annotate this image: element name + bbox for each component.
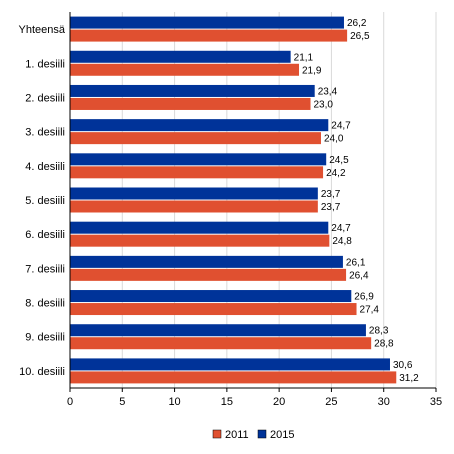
- bar-2015: [70, 221, 329, 234]
- data-label: 24,0: [324, 134, 344, 145]
- category-label: Yhteensä: [19, 24, 66, 36]
- x-tick-label: 0: [67, 396, 73, 408]
- x-tick-label: 20: [273, 396, 285, 408]
- data-label: 23,0: [314, 99, 334, 110]
- category-labels: Yhteensä 1. desiili 2. desiili 3. desiili 4.…: [19, 24, 66, 378]
- data-label: 24,7: [331, 121, 351, 132]
- data-label: 26,1: [346, 257, 366, 268]
- bar-2011: [70, 166, 324, 179]
- bar-2015: [70, 324, 366, 337]
- category-label: 2. desiili: [25, 92, 65, 104]
- bar-2015: [70, 119, 329, 132]
- data-label: 21,9: [302, 65, 322, 76]
- bar-2015: [70, 358, 390, 371]
- data-label: 24,8: [332, 236, 352, 247]
- data-label: 26,5: [350, 31, 370, 42]
- bar-2011: [70, 303, 357, 316]
- data-label: 23,4: [318, 86, 338, 97]
- category-label: 3. desiili: [25, 127, 65, 139]
- data-label: 26,2: [347, 18, 367, 29]
- x-tick-label: 30: [378, 396, 390, 408]
- data-label: 27,4: [360, 305, 380, 316]
- bar-2011: [70, 132, 321, 145]
- bar-2011: [70, 371, 397, 384]
- data-label: 31,2: [399, 373, 419, 384]
- data-label: 26,4: [349, 270, 369, 281]
- value-labels: 26,2 26,5 21,1 21,9 23,4 23,0 24,7 24,0 24,5 24,2…: [294, 18, 420, 384]
- category-label: 10. desiili: [19, 366, 65, 378]
- bar-2015: [70, 290, 352, 303]
- legend-swatch-2015: [257, 429, 267, 439]
- bar-2011: [70, 63, 300, 76]
- legend: 2011 2015: [212, 429, 294, 441]
- data-label: 24,7: [331, 223, 351, 234]
- bar-2015: [70, 255, 343, 268]
- legend-label-2011: 2011: [225, 429, 249, 441]
- bar-2015: [70, 50, 291, 63]
- data-label: 26,9: [354, 292, 374, 303]
- data-label: 30,6: [393, 360, 413, 371]
- x-tick-label: 10: [168, 396, 180, 408]
- category-label: 4. desiili: [25, 161, 65, 173]
- x-tick-label: 5: [119, 396, 125, 408]
- category-label: 8. desiili: [25, 298, 65, 310]
- bar-2015: [70, 84, 315, 97]
- bar-2015: [70, 187, 318, 200]
- x-tick-label: 35: [430, 396, 442, 408]
- data-label: 21,1: [294, 52, 314, 63]
- category-label: 6. desiili: [25, 229, 65, 241]
- category-label: 7. desiili: [25, 263, 65, 275]
- data-label: 24,5: [329, 155, 349, 166]
- data-label: 28,3: [369, 326, 389, 337]
- category-label: 5. desiili: [25, 195, 65, 207]
- x-tick-label: 25: [325, 396, 337, 408]
- legend-swatch-2011: [212, 429, 222, 439]
- bars: [70, 16, 397, 384]
- bar-2011: [70, 200, 318, 213]
- category-label: 9. desiili: [25, 332, 65, 344]
- bar-2015: [70, 153, 327, 166]
- x-tick-label: 15: [221, 396, 233, 408]
- bar-2011: [70, 97, 311, 110]
- data-label: 23,7: [321, 189, 341, 200]
- bar-2011: [70, 29, 348, 42]
- bar-2011: [70, 268, 347, 281]
- bar-2011: [70, 234, 330, 247]
- category-label: 1. desiili: [25, 58, 65, 70]
- legend-label-2015: 2015: [270, 429, 294, 441]
- bar-2011: [70, 337, 372, 350]
- data-label: 24,2: [326, 168, 346, 179]
- data-label: 23,7: [321, 202, 341, 213]
- data-label: 28,8: [374, 339, 394, 350]
- bar-2015: [70, 16, 344, 29]
- axes: 0 5 10 15 20 25 30 35: [67, 12, 442, 408]
